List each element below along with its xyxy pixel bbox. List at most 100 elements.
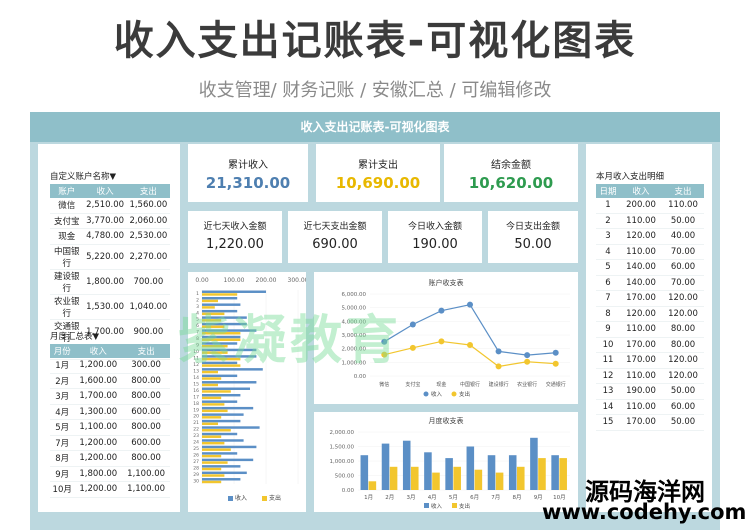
daily-table-title: 本月收入支出明细 <box>596 172 665 182</box>
bar-income <box>202 465 241 468</box>
monthly-header-cell: 支出 <box>122 344 170 358</box>
daily-row: 4 110.00 70.00 <box>596 244 704 260</box>
category-label: 交通银行 <box>546 381 566 388</box>
daily-cell: 80.00 <box>662 337 704 353</box>
bar-expense <box>453 466 461 490</box>
accounts-cell: 农业银行 <box>50 294 84 320</box>
monthly-cell: 1,200.00 <box>74 358 123 374</box>
accounts-cell: 建设银行 <box>50 269 84 295</box>
summary-value: 1,220.00 <box>206 237 264 252</box>
bar-income <box>202 439 244 442</box>
monthly-cell: 300.00 <box>122 358 170 374</box>
monthly-cell: 1,200.00 <box>74 481 123 498</box>
daily-cell: 8 <box>596 306 621 322</box>
site-watermark-name: 源码海洋网 <box>585 478 705 506</box>
daily-cell: 6 <box>596 275 621 291</box>
bar-income <box>202 303 241 306</box>
category-label: 9 <box>196 343 199 349</box>
bar-expense <box>202 312 225 316</box>
data-point <box>552 349 559 356</box>
bar-expense <box>202 461 228 464</box>
kpi-card: 累计收入 21,310.00 <box>188 144 308 202</box>
data-point <box>381 338 388 345</box>
dashboard-panel: 收入支出记账表-可视化图表 自定义账户名称▼ 账户 收入 支出 微信 2,510.00… <box>30 112 720 530</box>
accounts-cell: 3,770.00 <box>83 213 127 229</box>
legend-label: 支出 <box>459 390 470 398</box>
bar-income <box>424 452 432 490</box>
monthly-cell: 1,800.00 <box>74 466 123 482</box>
summary-value: 50.00 <box>514 237 552 252</box>
summary-value: 690.00 <box>312 237 358 252</box>
daily-cell: 7 <box>596 290 621 307</box>
daily-cell: 11 <box>596 352 621 369</box>
daily-table: 日期 收入 支出 1 200.00 110.00 2 110.00 50.00 3 120.00 4… <box>596 184 704 431</box>
category-label: 6月 <box>470 494 479 501</box>
monthly-cell: 1,200.00 <box>74 435 123 451</box>
category-label: 7 <box>196 330 199 336</box>
y-tick-label: 2,000.00 <box>342 347 367 353</box>
monthly-cell: 1,600.00 <box>74 373 123 389</box>
summary-card: 近七天收入金额 1,220.00 <box>188 211 282 263</box>
kpi-value: 21,310.00 <box>205 174 291 192</box>
data-point <box>495 348 502 355</box>
site-watermark-url: www.codehy.com <box>542 500 747 524</box>
category-label: 支付宝 <box>405 381 420 388</box>
daily-cell: 15 <box>596 414 621 431</box>
monthly-cell: 800.00 <box>122 373 170 389</box>
daily-cell: 70.00 <box>662 275 704 291</box>
summary-label: 今日支出金额 <box>505 222 560 232</box>
bar-income <box>202 290 266 293</box>
category-label: 10 <box>193 349 199 355</box>
daily-header-cell: 收入 <box>620 184 662 198</box>
y-tick-label: 1,000.00 <box>342 360 367 366</box>
category-label: 农业银行 <box>517 381 537 388</box>
daily-cell: 120.00 <box>620 228 662 245</box>
daily-header-cell: 支出 <box>662 184 704 198</box>
bar-income <box>445 458 453 490</box>
legend-label: 收入 <box>431 390 443 398</box>
monthly-cell: 8月 <box>50 450 75 467</box>
x-tick-label: 100.00 <box>224 277 245 284</box>
monthly-cell: 1,700.00 <box>74 388 123 405</box>
y-tick-label: 500.00 <box>335 474 355 480</box>
accounts-row: 建设银行 1,800.00 700.00 <box>50 269 170 295</box>
category-label: 28 <box>193 465 199 471</box>
y-tick-label: 6,000.00 <box>342 292 367 298</box>
category-label: 24 <box>193 440 199 446</box>
bar-expense <box>202 480 222 484</box>
daily-cell: 2 <box>596 213 621 229</box>
bar-expense <box>202 325 225 329</box>
page-title: 收入支出记账表-可视化图表 <box>113 18 637 64</box>
summary-label: 近七天收入金额 <box>203 222 267 232</box>
summary-card: 今日收入金额 190.00 <box>388 211 482 263</box>
category-label: 2月 <box>385 494 394 501</box>
monthly-cell: 1,100.00 <box>74 419 123 436</box>
daily-row: 7 170.00 120.00 <box>596 290 704 307</box>
category-label: 19 <box>193 407 199 413</box>
monthly-table-title[interactable]: 月度汇总表▼ <box>50 332 100 342</box>
daily-cell: 13 <box>596 383 621 400</box>
bar-expense <box>202 370 218 374</box>
legend-swatch <box>451 391 457 397</box>
category-label: 30 <box>193 478 199 484</box>
bar-expense <box>202 422 218 426</box>
category-label: 13 <box>193 368 199 374</box>
legend-label: 支出 <box>269 494 281 502</box>
category-label: 6 <box>196 323 199 329</box>
daily-cell: 200.00 <box>620 198 662 214</box>
bar-expense <box>411 466 419 490</box>
accounts-cell: 2,530.00 <box>126 228 170 245</box>
accounts-table-title[interactable]: 自定义账户名称▼ <box>50 172 117 182</box>
daily-cell: 80.00 <box>662 321 704 338</box>
data-point <box>552 360 559 367</box>
dashboard-header: 收入支出记账表-可视化图表 <box>30 112 720 142</box>
y-tick-label: 2,000.00 <box>330 430 355 436</box>
category-label: 8月 <box>513 494 522 501</box>
bar-income <box>508 455 517 490</box>
x-tick-label: 0.00 <box>195 277 209 284</box>
category-label: 2 <box>196 297 199 303</box>
bar-income <box>402 440 411 490</box>
monthly-header-cell: 月份 <box>50 344 75 358</box>
category-label: 10月 <box>553 494 566 501</box>
bar-expense <box>432 472 440 490</box>
